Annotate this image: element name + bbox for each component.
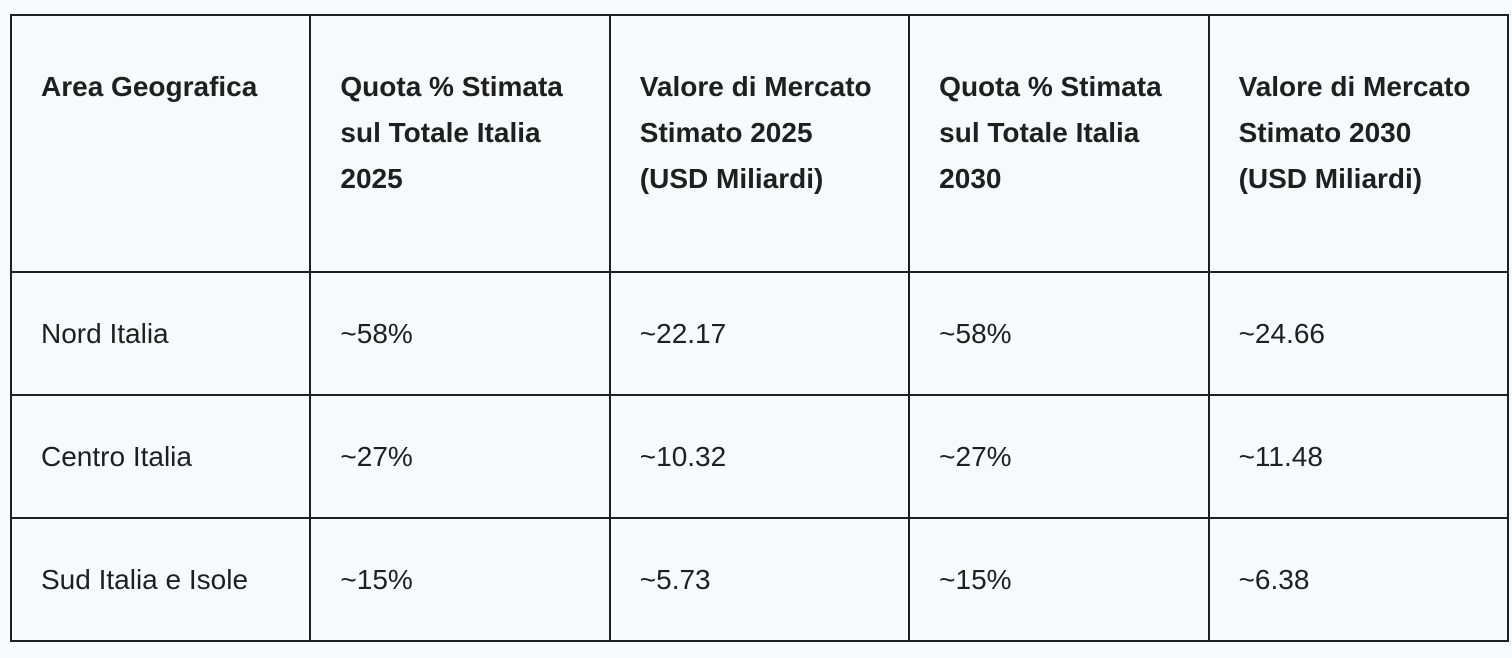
column-header-share-2030: Quota % Stimata sul Totale Italia 2030 xyxy=(908,14,1210,273)
cell-value-2025: ~5.73 xyxy=(608,517,911,642)
cell-area: Sud Italia e Isole xyxy=(9,517,312,642)
cell-share-2030: ~27% xyxy=(908,394,1210,519)
column-header-value-2025: Valore di Mercato Stimato 2025 (USD Mili… xyxy=(608,14,911,273)
cell-value-2030: ~24.66 xyxy=(1207,271,1509,396)
table-row: Nord Italia ~58% ~22.17 ~58% ~24.66 xyxy=(9,271,1509,396)
cell-value-2030: ~6.38 xyxy=(1207,517,1509,642)
cell-value-2025: ~22.17 xyxy=(608,271,911,396)
table-body: Nord Italia ~58% ~22.17 ~58% ~24.66 Cent… xyxy=(9,271,1509,642)
cell-value-2030: ~11.48 xyxy=(1207,394,1509,519)
cell-area: Centro Italia xyxy=(9,394,312,519)
table-row: Sud Italia e Isole ~15% ~5.73 ~15% ~6.38 xyxy=(9,517,1509,642)
column-header-area: Area Geografica xyxy=(9,14,312,273)
market-share-table: Area Geografica Quota % Stimata sul Tota… xyxy=(9,14,1509,642)
cell-share-2030: ~15% xyxy=(908,517,1210,642)
header-row: Area Geografica Quota % Stimata sul Tota… xyxy=(9,14,1509,273)
column-header-value-2030: Valore di Mercato Stimato 2030 (USD Mili… xyxy=(1207,14,1509,273)
cell-share-2025: ~27% xyxy=(309,394,611,519)
column-header-share-2025: Quota % Stimata sul Totale Italia 2025 xyxy=(309,14,611,273)
cell-share-2030: ~58% xyxy=(908,271,1210,396)
table-header: Area Geografica Quota % Stimata sul Tota… xyxy=(9,14,1509,273)
data-table-container: Area Geografica Quota % Stimata sul Tota… xyxy=(9,14,1509,642)
cell-area: Nord Italia xyxy=(9,271,312,396)
table-row: Centro Italia ~27% ~10.32 ~27% ~11.48 xyxy=(9,394,1509,519)
cell-value-2025: ~10.32 xyxy=(608,394,911,519)
cell-share-2025: ~15% xyxy=(309,517,611,642)
cell-share-2025: ~58% xyxy=(309,271,611,396)
